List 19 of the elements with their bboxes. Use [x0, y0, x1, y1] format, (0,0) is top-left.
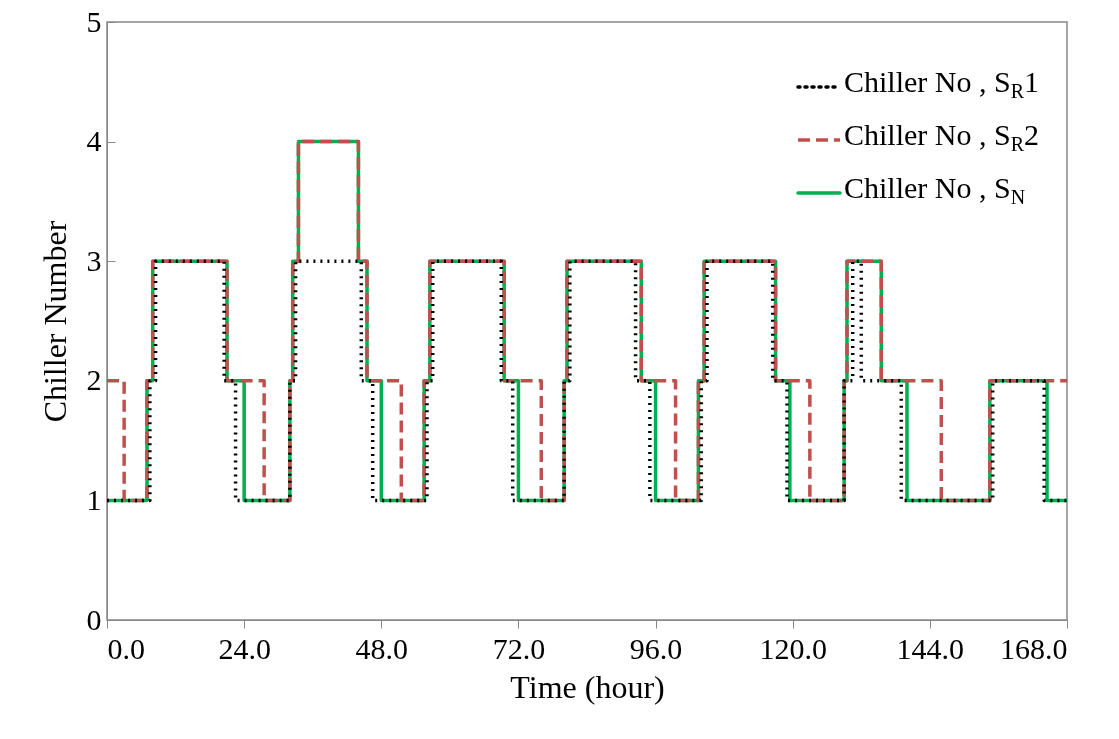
x-tick-label: 120.0 — [759, 631, 827, 665]
x-tick-label: 48.0 — [355, 631, 409, 665]
x-tick-label: 24.0 — [218, 631, 271, 665]
x-tick-label: 0.0 — [107, 631, 145, 665]
legend-label: Chiller No , S$_{R}$2 — [843, 117, 1039, 157]
y-tick-label: 5 — [86, 4, 102, 38]
x-tick-label: 72.0 — [492, 631, 546, 665]
y-tick-label: 2 — [86, 363, 102, 397]
y-tick-label: 0 — [86, 602, 102, 636]
x-tick-label: 168.0 — [1000, 631, 1068, 665]
y-tick-label: 1 — [86, 482, 102, 516]
x-tick-label: 96.0 — [629, 631, 683, 665]
legend-label: Chiller No , S$_{R}$1 — [843, 64, 1039, 104]
legend-label: Chiller No , S$_{N}$ — [843, 170, 1026, 210]
x-axis-title: Time (hour) — [510, 668, 665, 705]
y-axis-title: Chiller Number — [36, 220, 73, 423]
x-tick-label: 144.0 — [896, 631, 965, 665]
y-tick-label: 4 — [86, 124, 102, 158]
y-tick-label: 3 — [86, 243, 102, 277]
